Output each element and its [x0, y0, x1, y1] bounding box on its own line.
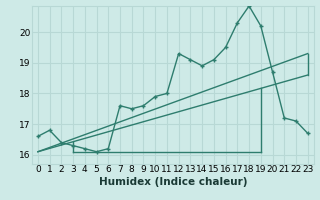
- X-axis label: Humidex (Indice chaleur): Humidex (Indice chaleur): [99, 177, 247, 187]
